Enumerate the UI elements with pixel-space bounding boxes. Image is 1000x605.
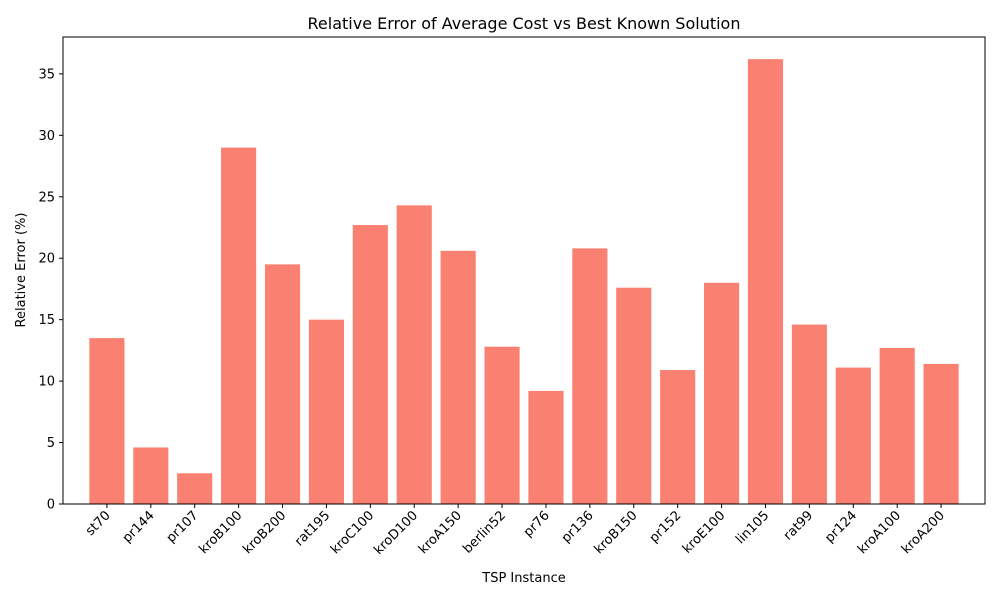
x-tick-label: kroA100 [855, 508, 904, 557]
bar-pr152 [660, 370, 696, 504]
bar-kroA100 [879, 347, 915, 504]
y-tick-label: 30 [38, 129, 55, 144]
y-tick-label: 20 [38, 252, 55, 267]
y-tick-label: 15 [38, 313, 55, 328]
x-tick-label: kroB200 [240, 508, 289, 557]
x-tick-label: kroB150 [592, 508, 641, 557]
x-tick-label: pr144 [120, 508, 158, 546]
bar-pr124 [835, 367, 871, 504]
bar-kroB100 [221, 147, 257, 504]
x-tick-label: pr124 [822, 508, 860, 546]
x-tick-label: pr136 [559, 508, 597, 546]
bar-pr136 [572, 248, 608, 504]
bar-st70 [89, 338, 125, 504]
bar-lin105 [747, 59, 784, 504]
x-tick-label: kroD100 [371, 508, 421, 558]
x-tick-label: kroA150 [416, 508, 465, 557]
x-tick-label: lin105 [733, 508, 772, 547]
x-tick-label: pr76 [521, 508, 553, 540]
x-tick-label: rat195 [292, 508, 333, 549]
y-tick-label: 25 [38, 190, 55, 205]
y-tick-label: 0 [47, 498, 55, 513]
bar-pr144 [133, 447, 169, 504]
bar-kroD100 [396, 205, 432, 504]
bar-kroA150 [440, 250, 476, 504]
x-axis-label: TSP Instance [481, 571, 565, 586]
y-axis-label: Relative Error (%) [14, 213, 29, 328]
bar-kroA200 [923, 363, 959, 504]
x-tick-label: pr152 [647, 508, 685, 546]
y-axis: 0 5 10 15 20 25 30 35 [38, 67, 63, 513]
x-tick-label: kroC100 [328, 508, 377, 557]
bar-kroB150 [616, 287, 652, 504]
x-tick-label: berlin52 [460, 508, 509, 557]
x-tick-label: rat99 [781, 508, 816, 543]
chart-title: Relative Error of Average Cost vs Best K… [308, 14, 741, 33]
x-tick-label: kroB100 [196, 508, 245, 557]
y-tick-label: 10 [38, 375, 55, 390]
bar-kroB200 [264, 264, 301, 504]
bar-rat99 [791, 324, 827, 504]
bar-kroC100 [352, 225, 388, 505]
bar-berlin52 [484, 346, 520, 504]
plot-frame [62, 36, 986, 505]
y-tick-label: 5 [47, 436, 55, 451]
bar-kroE100 [704, 282, 740, 504]
x-tick-label: kroA200 [899, 508, 948, 557]
bar-pr76 [528, 390, 564, 504]
x-tick-label: pr107 [164, 508, 202, 546]
bar-rat195 [308, 319, 344, 504]
x-tick-label: st70 [83, 508, 114, 539]
x-tick-label: kroE100 [680, 508, 728, 556]
bars-group [89, 59, 959, 505]
bar-pr107 [177, 473, 213, 504]
y-tick-label: 35 [38, 67, 55, 82]
